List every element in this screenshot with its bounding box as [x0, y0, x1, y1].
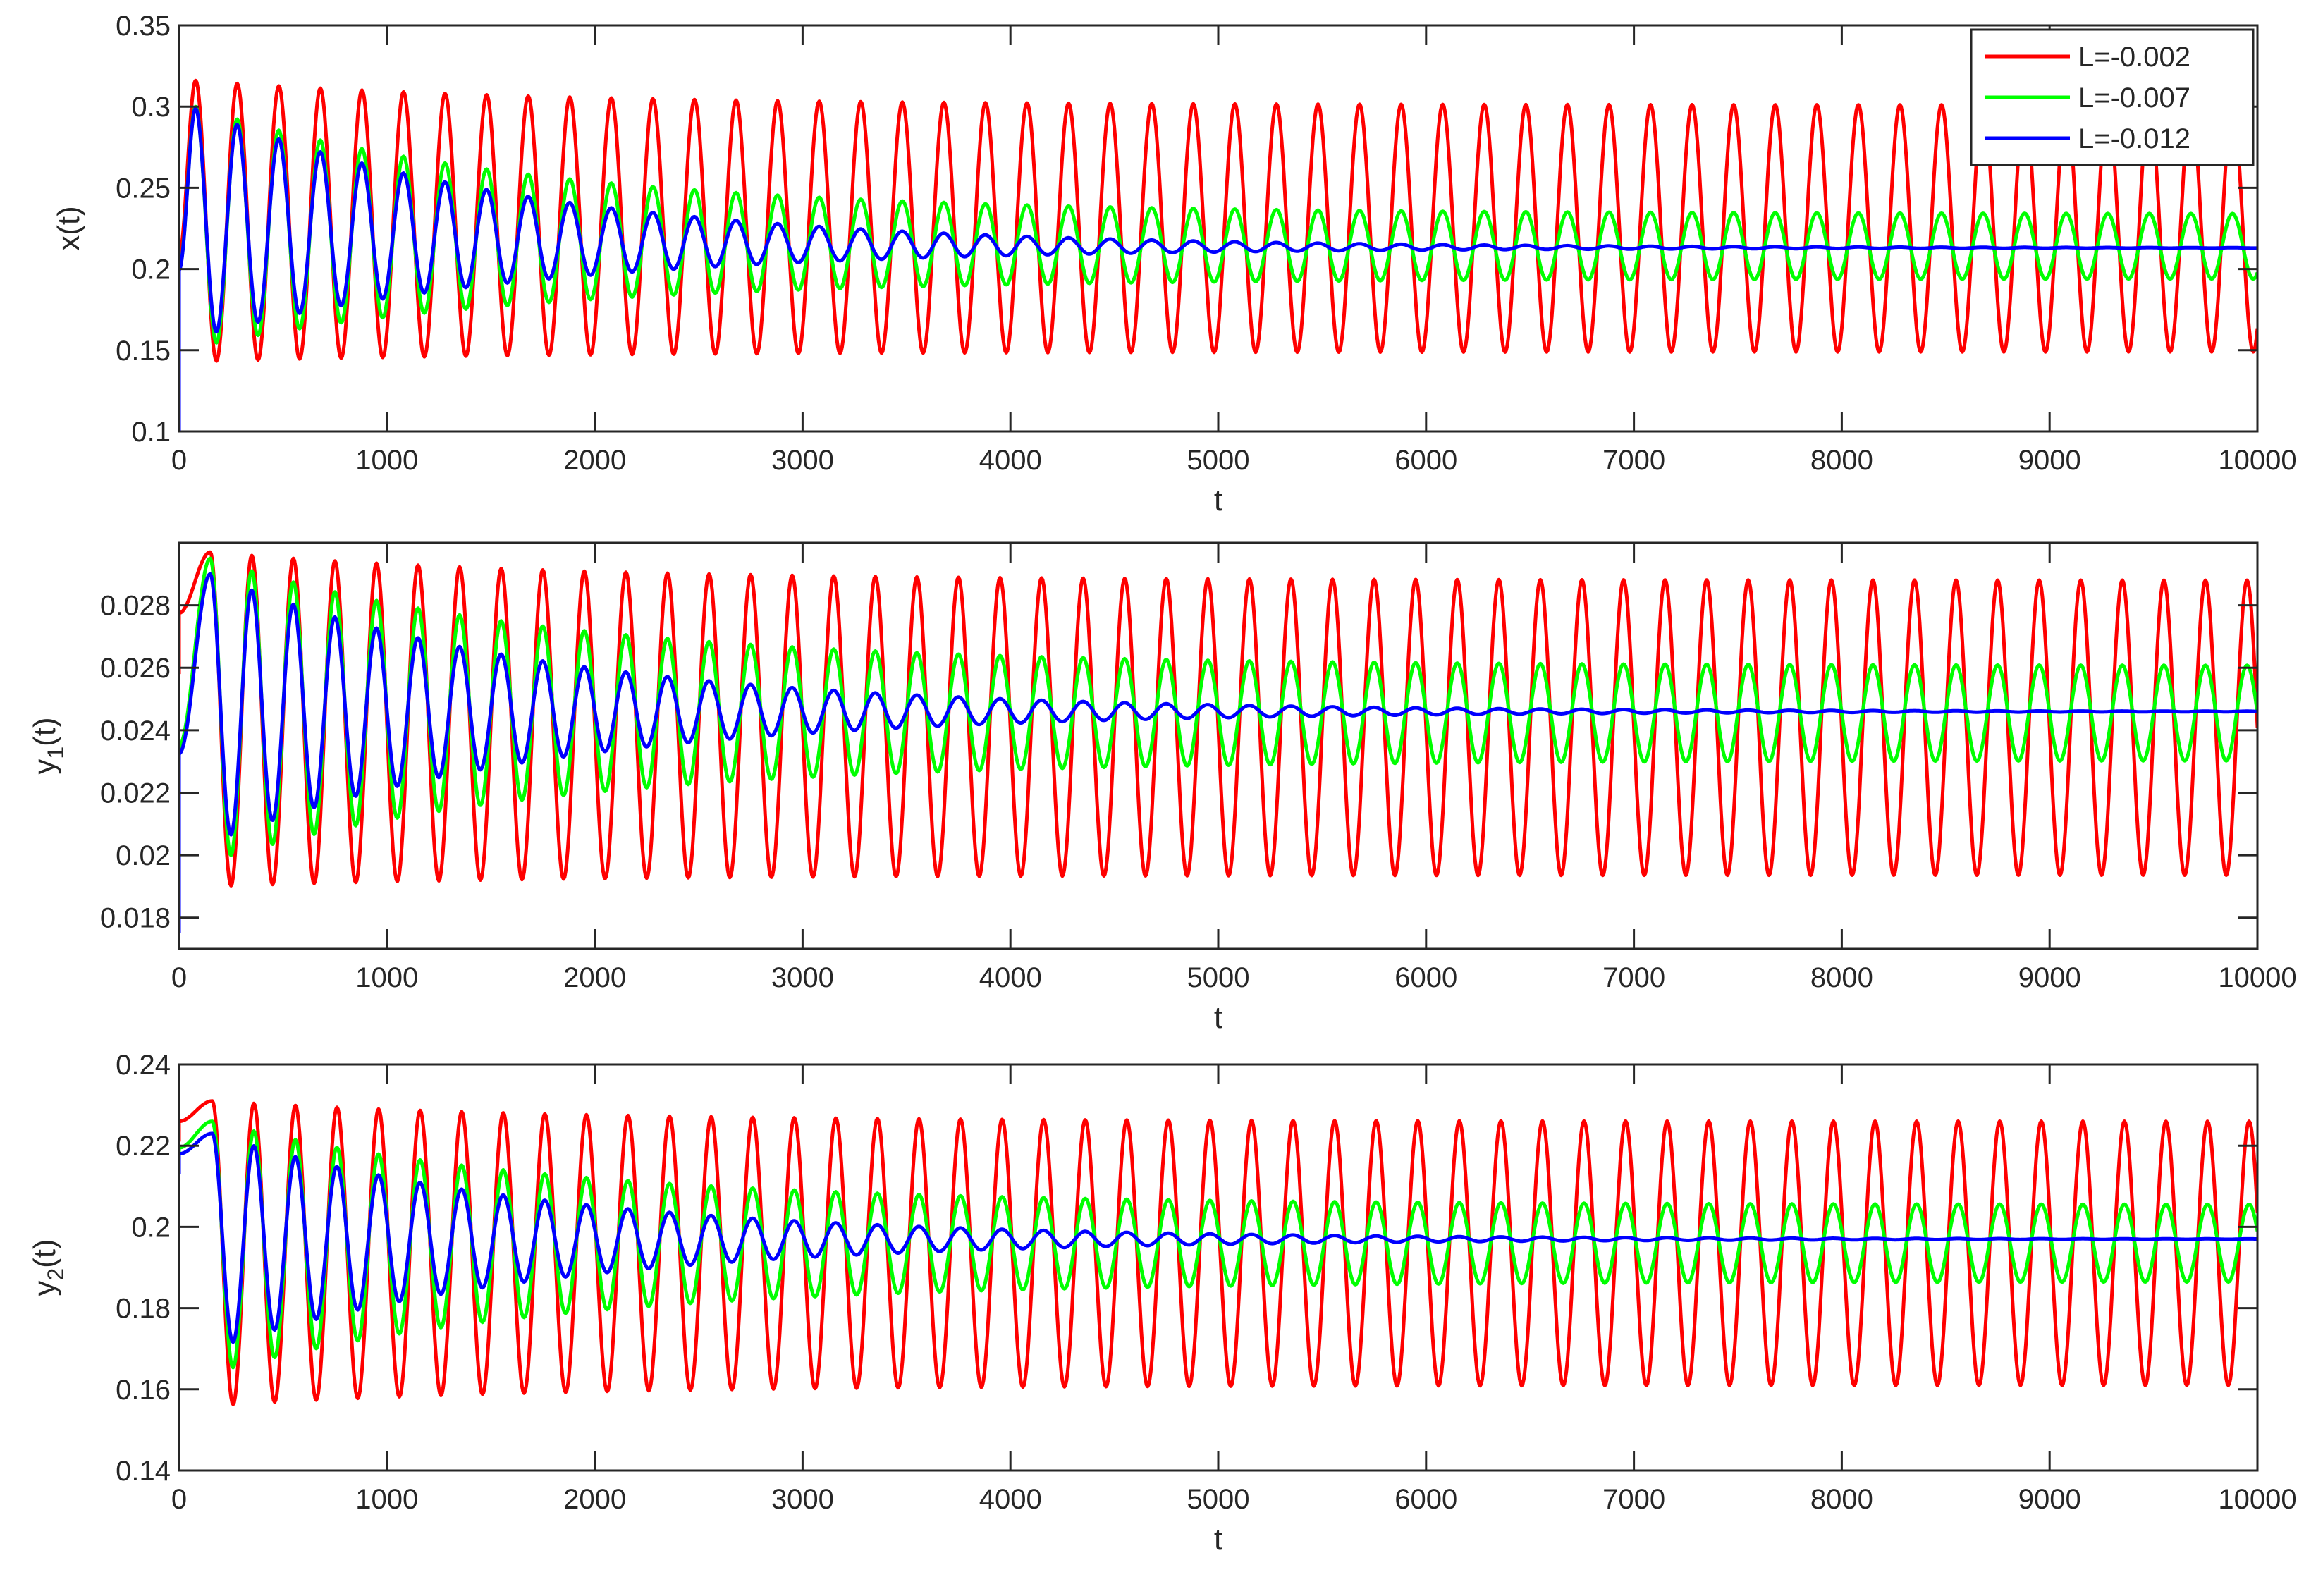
x-tick-label: 1000 [355, 1484, 418, 1515]
x-axis-label: t [1214, 483, 1222, 517]
series-line-2 [179, 556, 2257, 933]
x-tick-label: 4000 [979, 1484, 1042, 1515]
x-tick-label: 5000 [1187, 445, 1250, 476]
y-tick-label: 0.3 [131, 92, 171, 123]
y-tick-label: 0.22 [116, 1131, 171, 1162]
y-tick-label: 0.24 [116, 1050, 171, 1081]
y-axis-label: y2(t) [27, 1239, 68, 1296]
x-tick-label: 2000 [563, 1484, 626, 1515]
x-tick-label: 5000 [1187, 962, 1250, 993]
y-tick-label: 0.2 [131, 254, 171, 286]
x-tick-label: 3000 [771, 962, 834, 993]
y-tick-label: 0.028 [100, 591, 171, 622]
y-axis-label: x(t) [51, 206, 86, 251]
x-tick-label: 8000 [1810, 445, 1873, 476]
x-tick-label: 9000 [2018, 1484, 2081, 1515]
x-tick-label: 6000 [1395, 1484, 1457, 1515]
x-tick-label: 1000 [355, 962, 418, 993]
x-tick-label: 2000 [563, 962, 626, 993]
series-line-3 [179, 106, 2257, 431]
y-tick-label: 0.02 [116, 840, 171, 871]
series-line-1 [179, 1099, 2257, 1406]
x-tick-label: 9000 [2018, 445, 2081, 476]
x-tick-label: 6000 [1395, 962, 1457, 993]
x-tick-label: 9000 [2018, 962, 2081, 993]
x-tick-label: 1000 [355, 445, 418, 476]
y2-panel: 0 1000 2000 3000 4000 5000 6000 7000 8000 9000 100… [27, 1050, 2297, 1557]
x-tick-label: 10000 [2218, 445, 2296, 476]
legend-label-2: L=-0.007 [2078, 82, 2190, 113]
y-tick-label: 0.024 [100, 716, 171, 747]
x-tick-label: 4000 [979, 962, 1042, 993]
y-tick-label: 0.25 [116, 173, 171, 204]
x-tick-label: 7000 [1602, 1484, 1665, 1515]
x-tick-label: 5000 [1187, 1484, 1250, 1515]
y-tick-label: 0.14 [116, 1456, 171, 1487]
legend-label-3: L=-0.012 [2078, 123, 2190, 154]
legend: L=-0.002 L=-0.007 L=-0.012 [1970, 28, 2255, 166]
y-tick-label: 0.026 [100, 653, 171, 684]
x-panel: 0 1000 2000 3000 4000 5000 6000 7000 8000 9000 100… [51, 11, 2297, 517]
y-axis-label: y1(t) [27, 717, 68, 774]
x-axis-label: t [1214, 1522, 1222, 1557]
y-tick-label: 0.18 [116, 1294, 171, 1325]
x-tick-label: 3000 [771, 445, 834, 476]
legend-label-1: L=-0.002 [2078, 42, 2190, 73]
x-tick-label: 0 [171, 962, 187, 993]
y-tick-label: 0.16 [116, 1375, 171, 1406]
x-tick-label: 6000 [1395, 445, 1457, 476]
x-tick-label: 3000 [771, 1484, 834, 1515]
series-group [179, 550, 2257, 933]
series-group [179, 78, 2257, 431]
x-tick-label: 8000 [1810, 1484, 1873, 1515]
series-line-3 [179, 572, 2257, 933]
y-tick-label: 0.15 [116, 336, 171, 367]
series-line-3 [179, 1131, 2257, 1344]
series-group [179, 1099, 2257, 1406]
x-tick-label: 0 [171, 1484, 187, 1515]
series-line-1 [179, 550, 2257, 888]
x-tick-label: 7000 [1602, 962, 1665, 993]
x-axis-label: t [1214, 1000, 1222, 1035]
y1-panel: 0 1000 2000 3000 4000 5000 6000 7000 8000 9000 100… [27, 541, 2297, 1035]
x-tick-label: 8000 [1810, 962, 1873, 993]
y-tick-label: 0.2 [131, 1212, 171, 1243]
x-tick-label: 10000 [2218, 1484, 2296, 1515]
x-tick-label: 4000 [979, 445, 1042, 476]
x-tick-label: 7000 [1602, 445, 1665, 476]
y-tick-label: 0.022 [100, 778, 171, 809]
series-line-2 [179, 1119, 2257, 1370]
y-tick-label: 0.018 [100, 903, 171, 934]
series-line-2 [179, 104, 2257, 431]
y-tick-label: 0.35 [116, 11, 171, 42]
y-tick-label: 0.1 [131, 417, 171, 448]
x-tick-label: 0 [171, 445, 187, 476]
x-tick-label: 2000 [563, 445, 626, 476]
x-tick-label: 10000 [2218, 962, 2296, 993]
